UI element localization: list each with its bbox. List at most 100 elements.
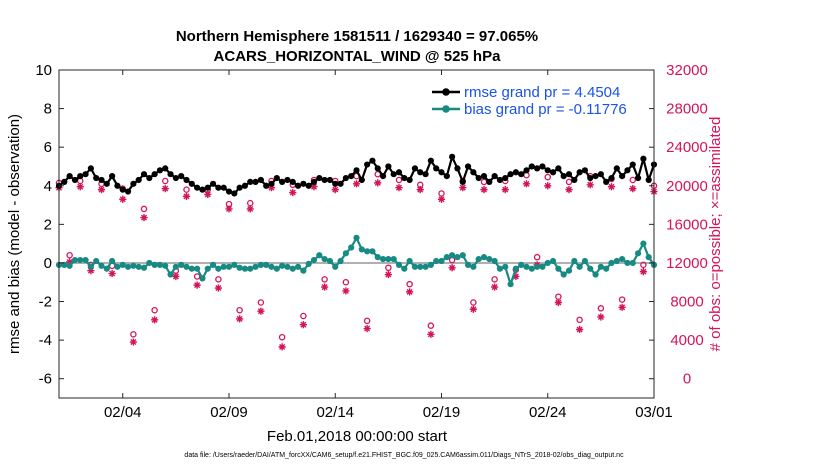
- obs-assimilated-point: [501, 186, 509, 194]
- rmse-point: [443, 173, 450, 180]
- rmse-point: [93, 174, 100, 182]
- rmse-point: [119, 186, 126, 193]
- bias-point: [512, 265, 519, 272]
- bias-point: [608, 259, 615, 267]
- bias-point: [449, 252, 456, 259]
- bias-point: [560, 271, 567, 278]
- bias-point: [438, 257, 445, 265]
- obs-assimilated-point: [87, 267, 95, 275]
- obs-possible-point: [236, 306, 243, 314]
- bias-point: [427, 261, 434, 268]
- bias-point: [417, 263, 424, 270]
- obs-possible-point: [140, 205, 148, 213]
- bias-point: [364, 248, 371, 255]
- bias-point: [77, 256, 84, 264]
- bias-point: [268, 263, 275, 270]
- bias-point: [576, 263, 583, 270]
- bias-point: [93, 257, 100, 265]
- obs-assimilated-point: [267, 184, 276, 192]
- rmse-point: [321, 176, 328, 184]
- obs-possible-point: [130, 331, 137, 338]
- obs-assimilated-point: [491, 283, 499, 291]
- bias-point: [619, 255, 626, 263]
- rmse-point: [619, 173, 626, 180]
- bias-point: [597, 263, 604, 270]
- rmse-point: [581, 167, 589, 174]
- rmse-point: [156, 167, 164, 174]
- bias-point: [231, 261, 238, 268]
- obs-assimilated-point: [172, 272, 180, 281]
- y2-tick-label: 4000: [670, 332, 703, 349]
- obs-assimilated-point: [618, 303, 626, 311]
- obs-possible-point: [576, 316, 583, 324]
- rmse-point: [571, 176, 578, 184]
- x-tick-label: 02/09: [210, 404, 248, 421]
- bias-point: [624, 259, 631, 267]
- rmse-point: [438, 169, 445, 176]
- rmse-point: [294, 182, 302, 189]
- obs-possible-point: [321, 276, 328, 283]
- bias-point: [613, 257, 620, 265]
- bias-point: [305, 260, 312, 268]
- y2-axis-label: # of obs: o=possible; ×=assimilated: [707, 117, 724, 352]
- x-tick-label: 02/19: [423, 404, 461, 421]
- obs-possible-point: [533, 253, 541, 261]
- bias-point: [82, 256, 89, 264]
- bias-point: [480, 254, 488, 261]
- rmse-point: [247, 178, 254, 186]
- bias-point: [151, 261, 158, 268]
- obs-assimilated-point: [236, 315, 244, 323]
- plot-area: [59, 70, 654, 398]
- rmse-point: [512, 169, 519, 176]
- x-tick-label: 02/24: [529, 404, 567, 421]
- bias-point: [645, 254, 652, 261]
- bias-point: [443, 254, 450, 261]
- bias-series: [55, 234, 658, 288]
- bias-point: [581, 257, 589, 265]
- bias-point: [374, 254, 381, 261]
- rmse-point: [109, 173, 116, 180]
- bias-point: [491, 257, 498, 265]
- rmse-point: [603, 178, 610, 186]
- plot-frame: [58, 69, 655, 399]
- y-tick-label: 10: [35, 62, 52, 79]
- bias-point: [220, 263, 227, 270]
- rmse-point: [300, 180, 307, 187]
- rmse-point: [289, 178, 296, 186]
- rmse-point: [449, 153, 456, 160]
- rmse-point: [268, 180, 275, 187]
- bias-point: [486, 255, 493, 263]
- y-tick-label: 6: [44, 139, 52, 156]
- rmse-point: [364, 161, 371, 168]
- footnote: data file: /Users/raeder/DAI/ATM_forcXX/…: [184, 452, 624, 459]
- rmse-point: [385, 163, 392, 170]
- bias-point: [66, 262, 73, 269]
- rmse-point: [66, 173, 73, 180]
- rmse-point: [316, 174, 323, 182]
- y-tick-label: -4: [39, 332, 52, 349]
- bias-point: [385, 255, 392, 263]
- bias-point: [587, 265, 594, 272]
- bias-point: [252, 263, 259, 270]
- bias-point: [204, 265, 211, 272]
- bias-point: [114, 263, 121, 270]
- obs-possible-point: [215, 276, 222, 283]
- obs-possible-point: [257, 299, 265, 306]
- obs-assimilated-point: [310, 183, 318, 191]
- obs-assimilated-point: [374, 179, 382, 187]
- rmse-point: [220, 184, 227, 191]
- obs-assimilated-point: [480, 186, 488, 194]
- obs-assimilated-point: [522, 180, 531, 188]
- obs-possible-point: [183, 186, 190, 193]
- rmse-point: [629, 161, 636, 168]
- rmse-point: [284, 176, 291, 184]
- bias-point: [109, 257, 116, 265]
- rmse-point: [310, 178, 318, 186]
- obs-assimilated-point: [363, 324, 371, 333]
- obs-assimilated-point: [289, 188, 297, 197]
- rmse-point: [395, 169, 403, 176]
- bias-point: [172, 263, 179, 270]
- obs-assimilated-point: [512, 272, 520, 281]
- bias-point: [464, 261, 472, 268]
- bias-point: [454, 254, 461, 261]
